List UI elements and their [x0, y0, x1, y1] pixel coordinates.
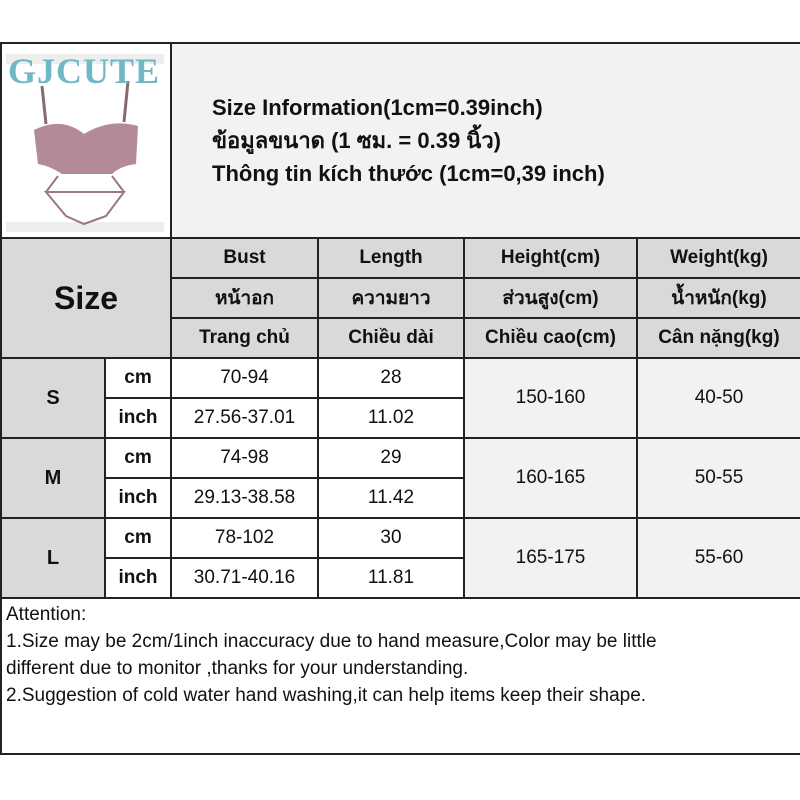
header-height-en: Height(cm) [463, 237, 638, 279]
attention-title: Attention: [6, 604, 87, 625]
header-length-en: Length [317, 237, 465, 279]
header-weight-en: Weight(kg) [636, 237, 800, 279]
info-line-en: Size Information(1cm=0.39inch) [212, 95, 543, 120]
header-bust-en: Bust [170, 237, 319, 279]
size-label: S [0, 357, 106, 439]
bust-cm: 74-98 [170, 437, 319, 479]
unit-inch: inch [104, 477, 172, 519]
attention-line: 2.Suggestion of cold water hand washing,… [6, 685, 647, 706]
bust-inch: 29.13-38.58 [170, 477, 319, 519]
table-row: inch 30.71-40.16 11.81 [1, 557, 800, 599]
table-row: M cm 74-98 29 160-165 50-55 [0, 437, 800, 519]
size-label: L [0, 517, 106, 599]
header-length-vi: Chiều dài [317, 317, 465, 359]
height-value: 150-160 [463, 357, 638, 439]
unit-cm: cm [104, 517, 172, 559]
length-inch: 11.02 [317, 397, 465, 439]
height-value: 160-165 [463, 437, 638, 519]
brand-logo: GJCUTE [8, 51, 161, 91]
header-height-vi: Chiều cao(cm) [463, 317, 638, 359]
header-height-th: ส่วนสูง(cm) [463, 277, 638, 319]
header-weight-th: น้ำหนัก(kg) [636, 277, 800, 319]
header-bust-vi: Trang chủ [170, 317, 319, 359]
info-line-vi: Thông tin kích thước (1cm=0,39 inch) [212, 161, 605, 186]
unit-inch: inch [104, 557, 172, 599]
attention-line: different due to monitor ,thanks for you… [6, 658, 469, 679]
length-cm: 29 [317, 437, 465, 479]
size-chart-table: GJCUTE Size Information(1cm=0.39inch) ข้… [0, 42, 800, 755]
header-bust-th: หน้าอก [170, 277, 319, 319]
bust-cm: 70-94 [170, 357, 319, 399]
bust-cm: 78-102 [170, 517, 319, 559]
size-label: M [0, 437, 106, 519]
product-image-cell: GJCUTE [0, 42, 172, 239]
table-row: inch 27.56-37.01 11.02 [1, 397, 800, 439]
attention-notes: Attention: 1.Size may be 2cm/1inch inacc… [0, 597, 800, 755]
unit-inch: inch [104, 397, 172, 439]
bust-inch: 30.71-40.16 [170, 557, 319, 599]
table-row: L cm 78-102 30 165-175 55-60 [0, 517, 800, 599]
bust-inch: 27.56-37.01 [170, 397, 319, 439]
length-cm: 28 [317, 357, 465, 399]
table-row: inch 29.13-38.58 11.42 [1, 477, 800, 519]
weight-value: 55-60 [636, 517, 800, 599]
table-row: S cm 70-94 28 150-160 40-50 [0, 357, 800, 439]
size-header: Size [0, 237, 172, 359]
length-inch: 11.42 [317, 477, 465, 519]
header-length-th: ความยาว [317, 277, 465, 319]
size-information-heading: Size Information(1cm=0.39inch) ข้อมูลขนา… [170, 42, 800, 239]
height-value: 165-175 [463, 517, 638, 599]
attention-line: 1.Size may be 2cm/1inch inaccuracy due t… [6, 631, 657, 652]
weight-value: 50-55 [636, 437, 800, 519]
unit-cm: cm [104, 437, 172, 479]
product-image [6, 53, 164, 232]
weight-value: 40-50 [636, 357, 800, 439]
unit-cm: cm [104, 357, 172, 399]
info-line-th: ข้อมูลขนาด (1 ซม. = 0.39 นิ้ว) [212, 128, 502, 153]
length-inch: 11.81 [317, 557, 465, 599]
header-weight-vi: Cân nặng(kg) [636, 317, 800, 359]
length-cm: 30 [317, 517, 465, 559]
